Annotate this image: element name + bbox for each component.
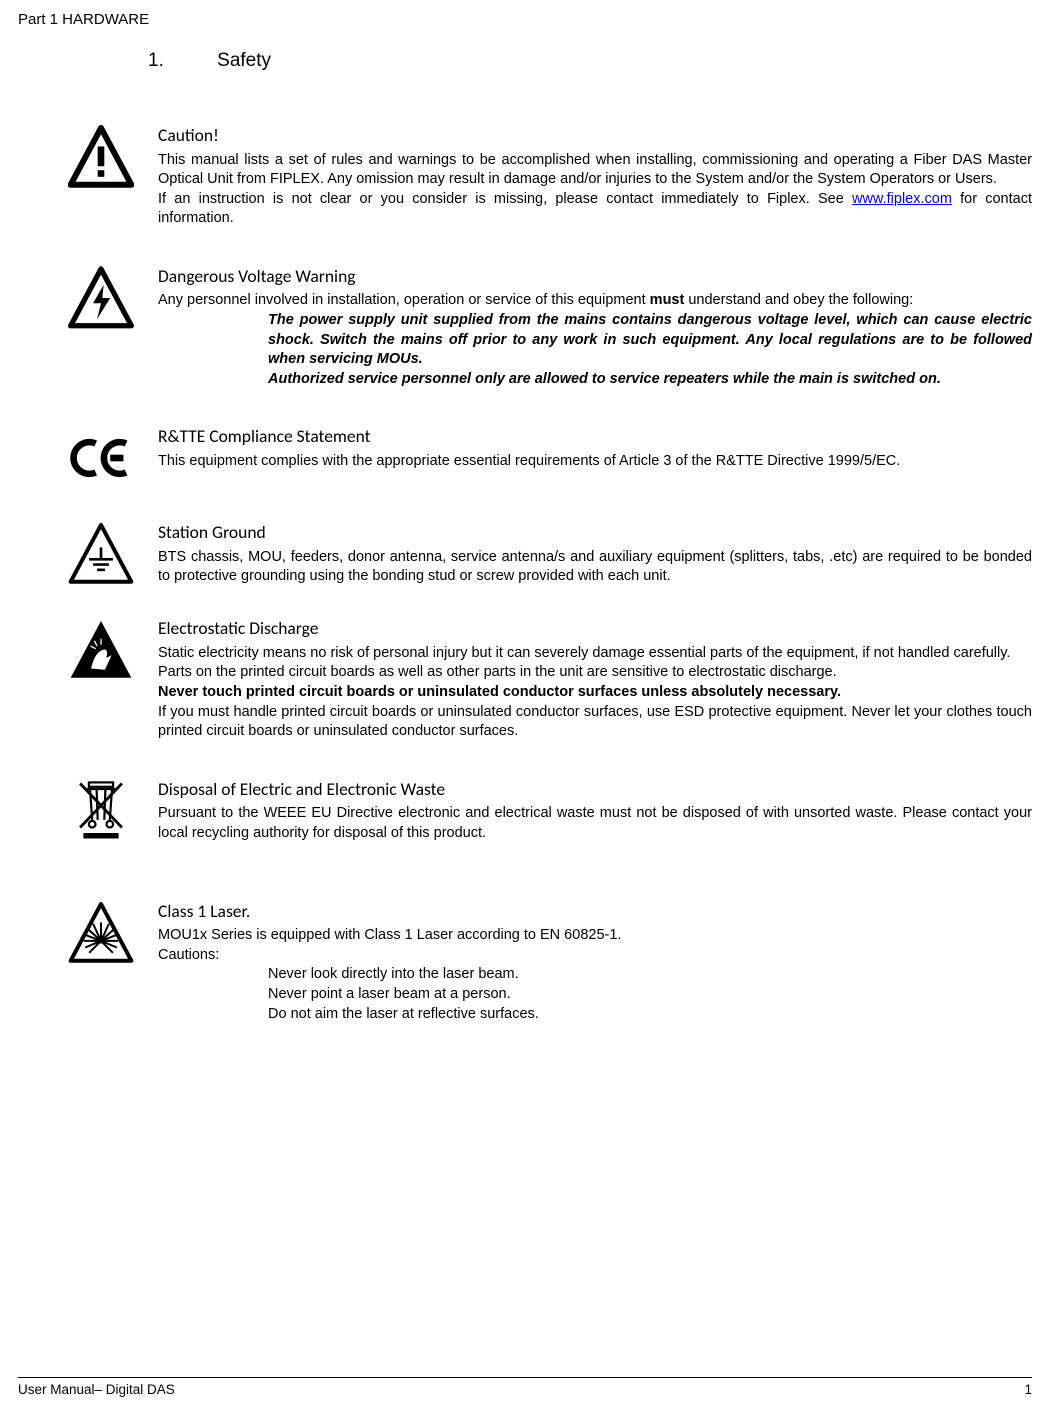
- weee-body: Pursuant to the WEEE EU Directive electr…: [158, 804, 1032, 843]
- laser-icon: [68, 900, 150, 966]
- weee-title: Disposal of Electric and Electronic Wast…: [158, 778, 1032, 802]
- chapter-title-text: Safety: [217, 50, 271, 71]
- fiplex-link[interactable]: www.fiplex.com: [852, 191, 952, 207]
- laser-body-2: Cautions:: [158, 946, 1032, 966]
- esd-body-3: If you must handle printed circuit board…: [158, 703, 1032, 742]
- section-caution: Caution! This manual lists a set of rule…: [68, 124, 1032, 229]
- caution-body-2: If an instruction is not clear or you co…: [158, 190, 1032, 229]
- esd-title: Electrostatic Discharge: [158, 617, 1032, 641]
- voltage-warning-2: Authorized service personnel only are al…: [268, 370, 1032, 390]
- laser-body-1: MOU1x Series is equipped with Class 1 La…: [158, 926, 1032, 946]
- section-esd: Electrostatic Discharge Static electrici…: [68, 617, 1032, 741]
- laser-caution-3: Do not aim the laser at reflective surfa…: [268, 1005, 1032, 1025]
- weee-icon: [68, 778, 150, 844]
- page-footer: User Manual– Digital DAS 1: [18, 1377, 1032, 1399]
- rtte-title: R&TTE Compliance Statement: [158, 425, 1032, 449]
- section-laser: Class 1 Laser. MOU1x Series is equipped …: [68, 900, 1032, 1024]
- caution-icon: [68, 124, 150, 190]
- document-page: Part 1 HARDWARE 1. Safety Caution! This …: [0, 0, 1050, 1424]
- chapter-number: 1.: [148, 48, 212, 74]
- footer-left: User Manual– Digital DAS: [18, 1381, 175, 1399]
- part-title: Part 1 HARDWARE: [18, 10, 1032, 30]
- esd-bold: Never touch printed circuit boards or un…: [158, 683, 1032, 703]
- voltage-icon: [68, 265, 150, 331]
- esd-body-1: Static electricity means no risk of pers…: [158, 644, 1032, 664]
- voltage-warning-1: The power supply unit supplied from the …: [268, 311, 1032, 370]
- chapter-heading: 1. Safety: [148, 48, 1032, 74]
- rtte-body: This equipment complies with the appropr…: [158, 452, 1032, 472]
- esd-icon: [68, 617, 150, 683]
- section-rtte: R&TTE Compliance Statement This equipmen…: [68, 425, 1032, 491]
- ground-body: BTS chassis, MOU, feeders, donor antenna…: [158, 548, 1032, 587]
- laser-title: Class 1 Laser.: [158, 900, 1032, 924]
- esd-body-2: Parts on the printed circuit boards as w…: [158, 663, 1032, 683]
- footer-page-number: 1: [1024, 1381, 1032, 1399]
- caution-title: Caution!: [158, 124, 1032, 148]
- ground-icon: [68, 521, 150, 587]
- laser-caution-1: Never look directly into the laser beam.: [268, 965, 1032, 985]
- section-ground: Station Ground BTS chassis, MOU, feeders…: [68, 521, 1032, 587]
- laser-caution-2: Never point a laser beam at a person.: [268, 985, 1032, 1005]
- ground-title: Station Ground: [158, 521, 1032, 545]
- voltage-title: Dangerous Voltage Warning: [158, 265, 1032, 289]
- section-weee: Disposal of Electric and Electronic Wast…: [68, 778, 1032, 844]
- voltage-intro: Any personnel involved in installation, …: [158, 291, 1032, 311]
- ce-mark-icon: [68, 425, 150, 491]
- section-voltage: Dangerous Voltage Warning Any personnel …: [68, 265, 1032, 389]
- caution-body-1: This manual lists a set of rules and war…: [158, 151, 1032, 190]
